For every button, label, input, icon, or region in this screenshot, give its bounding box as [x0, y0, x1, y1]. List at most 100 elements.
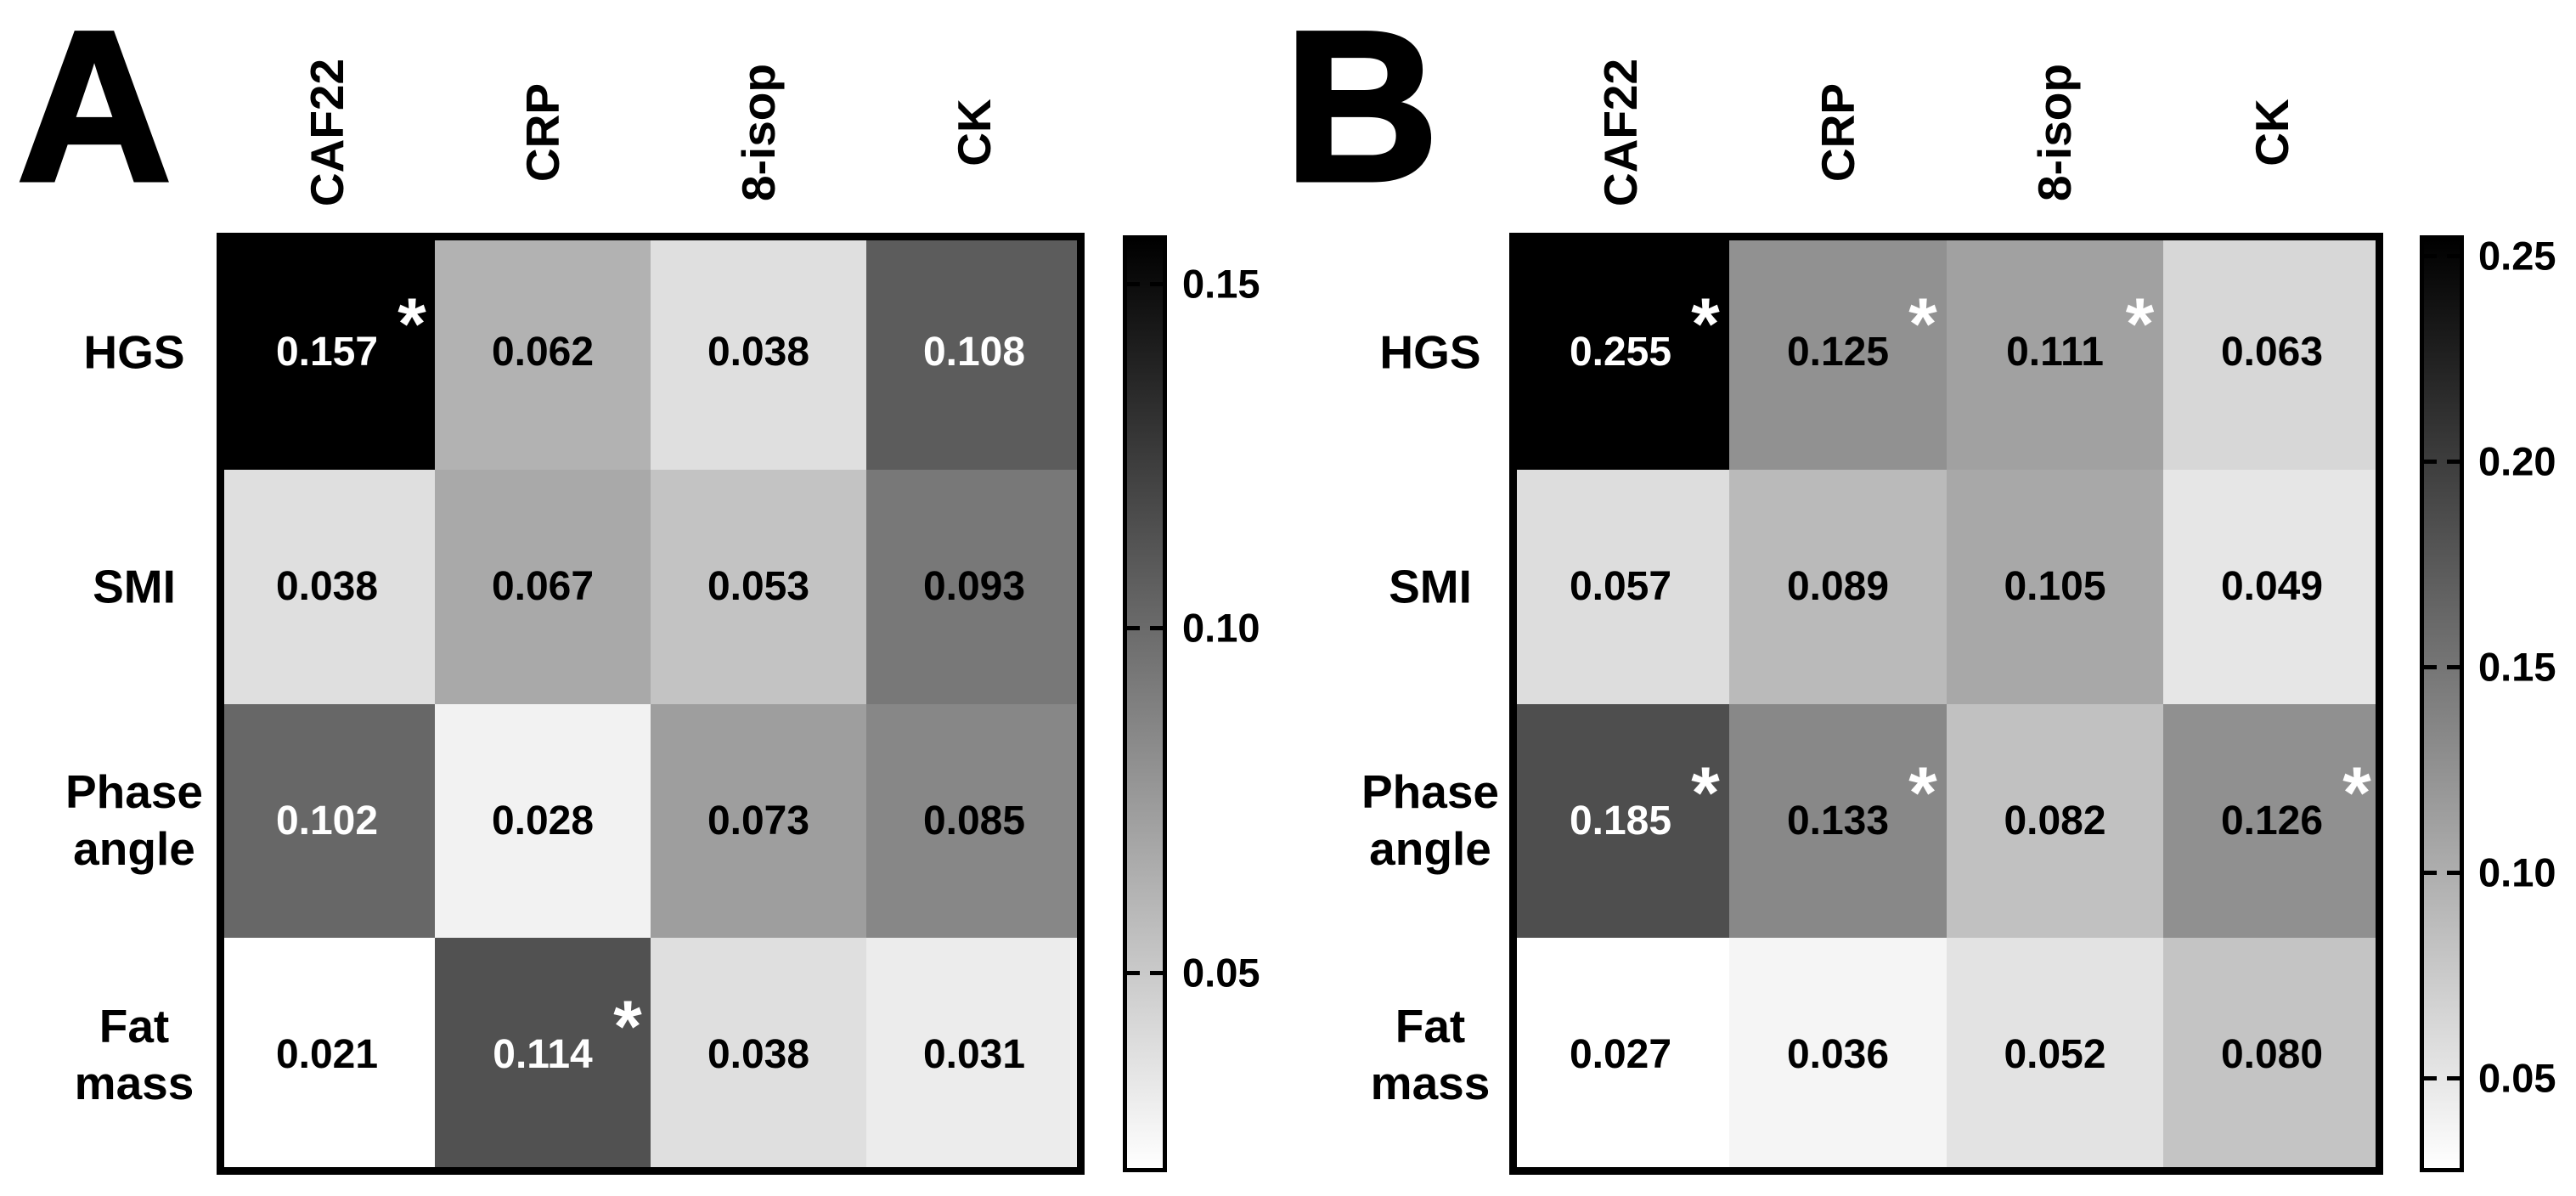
heatmap-cell: 0.126 * — [2163, 704, 2381, 938]
cell-value: 0.021 — [275, 1032, 379, 1077]
y-tick-label: Phase angle — [1361, 765, 1500, 876]
cell-value: 0.108 — [922, 330, 1026, 375]
colorbar-tick-label: 0.05 — [1182, 950, 1260, 996]
heatmap-cell: 0.157 * — [219, 235, 435, 470]
cell-value: 0.049 — [2220, 564, 2324, 609]
x-tick-label: CAF22 — [1593, 58, 1647, 207]
colorbar-tick — [1150, 971, 1163, 975]
significance-asterisk: * — [2125, 284, 2155, 365]
colorbar-tick — [2447, 871, 2460, 875]
colorbar-tick — [1150, 282, 1163, 286]
colorbar-tick — [1127, 282, 1140, 286]
colorbar-tick — [2447, 1076, 2460, 1080]
heatmap-cell: 0.105 — [1947, 470, 2163, 704]
cell-value: 0.111 — [2006, 330, 2104, 375]
colorbar-gradient — [1123, 235, 1167, 1172]
x-tick-label: CK — [2246, 99, 2299, 166]
cell-value: 0.052 — [2004, 1032, 2106, 1077]
heatmap-cell: 0.089 — [1729, 470, 1947, 704]
heatmap-cell: 0.093 — [866, 470, 1082, 704]
cell-value: 0.114 — [493, 1032, 593, 1077]
cell-value: 0.157 — [275, 330, 379, 375]
significance-asterisk: * — [1908, 752, 1937, 834]
colorbar — [2420, 235, 2464, 1172]
colorbar-tick — [2424, 1076, 2437, 1080]
heatmap-cell: 0.049 — [2163, 470, 2381, 704]
significance-asterisk: * — [613, 986, 642, 1068]
colorbar-tick — [2424, 871, 2437, 875]
heatmap-cell: 0.028 — [435, 704, 651, 938]
cell-value: 0.102 — [275, 798, 379, 843]
cell-value: 0.063 — [2220, 330, 2324, 375]
cell-value: 0.080 — [2220, 1032, 2324, 1077]
significance-asterisk: * — [1691, 284, 1720, 365]
cell-value: 0.067 — [491, 564, 595, 609]
heatmap-cell: 0.102 — [219, 704, 435, 938]
heatmap-cell: 0.185 * — [1512, 704, 1729, 938]
cell-value: 0.057 — [1569, 564, 1672, 609]
colorbar-tick-label: 0.10 — [1182, 605, 1260, 651]
cell-value: 0.105 — [2004, 564, 2106, 609]
cell-value: 0.133 — [1786, 798, 1890, 843]
cell-value: 0.038 — [707, 1032, 810, 1077]
significance-asterisk: * — [1691, 752, 1720, 834]
cell-value: 0.027 — [1569, 1032, 1672, 1077]
colorbar-tick — [2447, 254, 2460, 258]
cell-value: 0.093 — [922, 564, 1026, 609]
heatmap-cell: 0.073 — [651, 704, 866, 938]
heatmap-cell: 0.080 — [2163, 938, 2381, 1172]
colorbar-tick-label: 0.10 — [2478, 849, 2556, 895]
heatmap-cell: 0.057 — [1512, 470, 1729, 704]
cell-value: 0.082 — [2004, 798, 2106, 843]
significance-asterisk: * — [397, 284, 426, 365]
cell-value: 0.053 — [707, 564, 810, 609]
heatmap-cell: 0.114 * — [435, 938, 651, 1172]
cell-value: 0.028 — [491, 798, 595, 843]
colorbar — [1123, 235, 1167, 1172]
heatmap-cell: 0.108 — [866, 235, 1082, 470]
significance-asterisk: * — [1908, 284, 1937, 365]
heatmap-cell: 0.082 — [1947, 704, 2163, 938]
colorbar-tick-label: 0.15 — [2478, 644, 2556, 690]
colorbar-tick-label: 0.25 — [2478, 233, 2556, 279]
y-tick-label: HGS — [83, 325, 185, 379]
significance-asterisk: * — [2342, 752, 2371, 834]
colorbar-tick — [1127, 626, 1140, 630]
cell-value: 0.185 — [1569, 798, 1672, 843]
colorbar-gradient — [2420, 235, 2464, 1172]
cell-value: 0.255 — [1569, 330, 1672, 375]
heatmap-cell: 0.036 — [1729, 938, 1947, 1172]
heatmap-cell: 0.052 — [1947, 938, 2163, 1172]
heatmap-cell: 0.063 — [2163, 235, 2381, 470]
heatmap-cell: 0.255 * — [1512, 235, 1729, 470]
cell-value: 0.062 — [491, 330, 595, 375]
cell-value: 0.031 — [922, 1032, 1026, 1077]
panel-label: B — [1282, 0, 1441, 226]
colorbar-tick-label: 0.20 — [2478, 438, 2556, 484]
cell-value: 0.089 — [1786, 564, 1890, 609]
colorbar-tick-label: 0.15 — [1182, 261, 1260, 307]
heatmap-cell: 0.125 * — [1729, 235, 1947, 470]
y-tick-label: Phase angle — [65, 765, 204, 876]
heatmap-cell: 0.133 * — [1729, 704, 1947, 938]
cell-value: 0.038 — [275, 564, 379, 609]
heatmap-cell: 0.062 — [435, 235, 651, 470]
y-tick-label: SMI — [93, 560, 176, 613]
x-tick-label: 8-isop — [2028, 64, 2082, 201]
heatmap-cell: 0.038 — [651, 235, 866, 470]
cell-value: 0.038 — [707, 330, 810, 375]
colorbar-tick — [1150, 626, 1163, 630]
heatmap-cell: 0.111 * — [1947, 235, 2163, 470]
y-tick-label: SMI — [1389, 560, 1472, 613]
y-tick-label: HGS — [1379, 325, 1481, 379]
y-tick-label: Fat mass — [74, 1000, 194, 1110]
heatmap-cell: 0.027 — [1512, 938, 1729, 1172]
colorbar-tick — [2424, 665, 2437, 669]
y-tick-label: Fat mass — [1370, 1000, 1491, 1110]
colorbar-tick — [2424, 460, 2437, 464]
heatmap-cell: 0.031 — [866, 938, 1082, 1172]
colorbar-tick — [2424, 254, 2437, 258]
cell-value: 0.036 — [1786, 1032, 1890, 1077]
